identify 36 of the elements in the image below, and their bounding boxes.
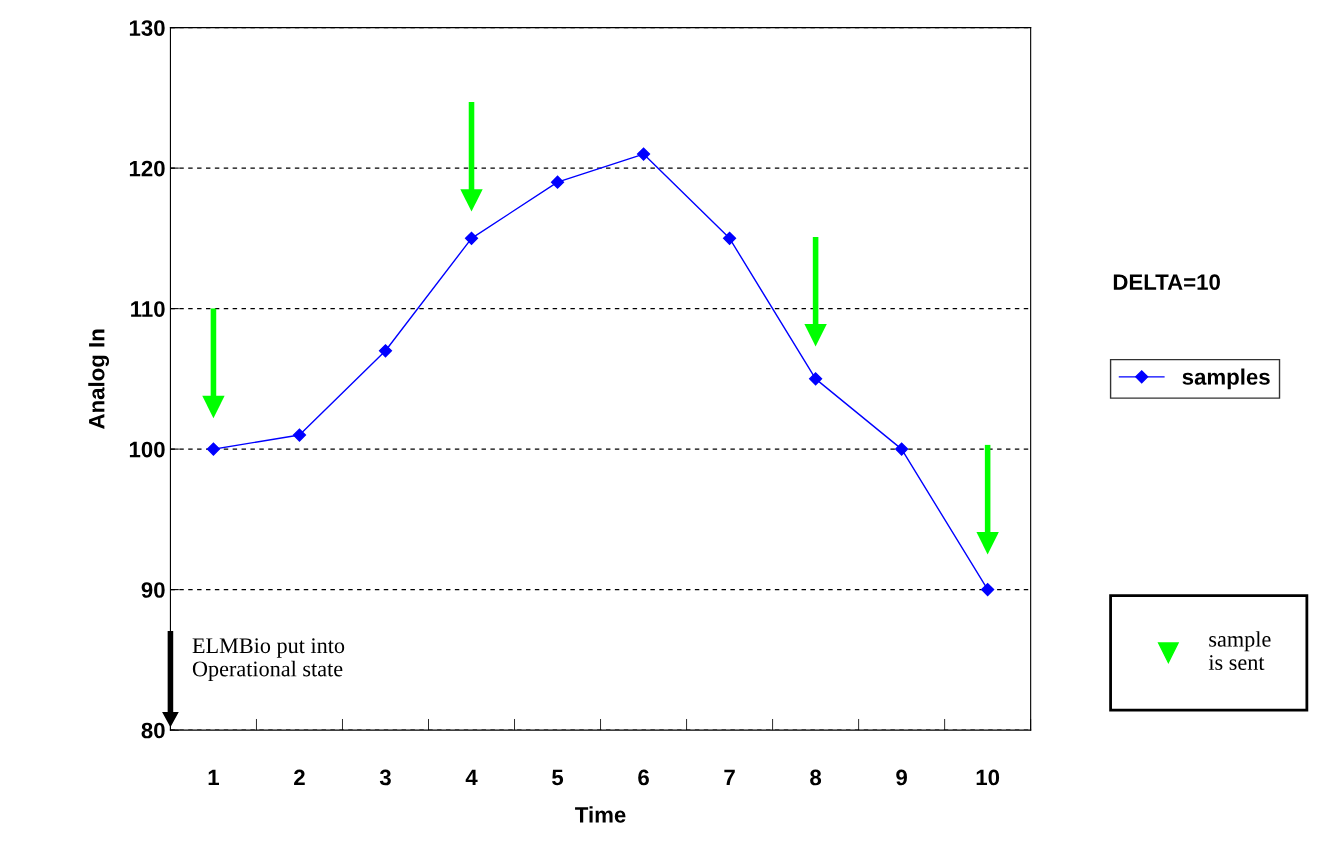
point xyxy=(202,395,225,419)
y-tick-label: 120 xyxy=(129,160,165,177)
y-tick-label: 110 xyxy=(131,301,165,317)
point xyxy=(976,532,999,555)
point xyxy=(550,175,565,189)
x-tick-label: 5 xyxy=(552,769,564,786)
point xyxy=(722,231,737,245)
y-tick-label: 80 xyxy=(141,722,165,739)
x-tick-label: 8 xyxy=(810,769,822,786)
y-tick-label: 100 xyxy=(129,441,165,458)
point xyxy=(809,372,823,386)
y-axis-title: Analog In xyxy=(88,329,110,429)
point xyxy=(636,147,651,161)
x-tick-label: 2 xyxy=(294,769,305,786)
point xyxy=(804,324,827,347)
point xyxy=(464,231,479,245)
y-tick-label: 90 xyxy=(141,582,165,598)
point xyxy=(378,344,393,358)
y-tick-label: 130 xyxy=(129,20,165,36)
x-tick-label: 10 xyxy=(976,769,1000,786)
x-tick-label: 3 xyxy=(379,769,391,786)
legend-label: samples xyxy=(1182,368,1270,390)
x-tick-label: 7 xyxy=(724,769,735,786)
point xyxy=(292,428,307,442)
annotation: ELMBio put into Operational state xyxy=(192,638,345,681)
x-tick-label: 6 xyxy=(638,769,649,786)
x-tick-label: 4 xyxy=(465,769,478,786)
point xyxy=(460,189,483,212)
point xyxy=(895,442,909,456)
x-tick-label: 9 xyxy=(896,769,907,786)
x-tick-label: 1 xyxy=(208,769,220,786)
point xyxy=(981,583,995,597)
text: DELTA=10 xyxy=(1113,274,1220,290)
x-axis-title: Time xyxy=(575,806,626,823)
point xyxy=(206,442,221,456)
legend-label: sample is sent xyxy=(1208,631,1271,671)
